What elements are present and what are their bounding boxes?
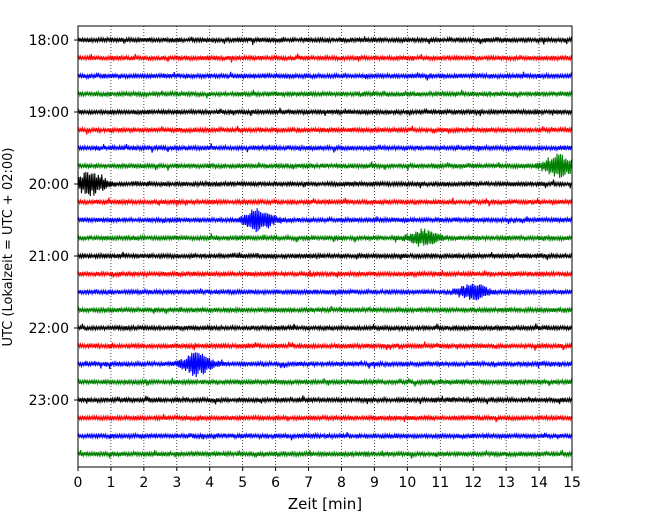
x-tick-label: 10 <box>398 475 416 491</box>
seismogram-trace <box>77 341 573 351</box>
x-tick-label: 0 <box>74 475 83 491</box>
x-tick-label: 14 <box>530 475 548 491</box>
seismogram-trace <box>77 125 573 135</box>
x-tick-label: 6 <box>271 475 280 491</box>
x-tick-label: 15 <box>563 475 581 491</box>
seismogram-trace <box>77 107 573 117</box>
y-tick-label: 23:00 <box>29 393 69 409</box>
seismogram-trace <box>77 395 573 405</box>
y-tick-label: 18:00 <box>29 33 69 49</box>
y-axis-ticks: 18:00 19:00 20:00 21:00 22:00 23:00 <box>29 33 78 409</box>
seismogram-trace <box>77 89 573 99</box>
seismogram-trace <box>77 197 573 207</box>
seismogram-trace <box>77 449 573 459</box>
x-tick-label: 13 <box>497 475 515 491</box>
seismogram-trace <box>77 377 573 387</box>
seismogram-trace <box>77 323 573 333</box>
seismogram-trace <box>77 153 573 178</box>
plot-background <box>78 26 572 467</box>
x-tick-label: 8 <box>337 475 346 491</box>
seismogram-trace <box>77 352 573 378</box>
x-tick-label: 3 <box>172 475 181 491</box>
x-tick-label: 5 <box>238 475 247 491</box>
y-tick-label: 19:00 <box>29 105 69 121</box>
x-tick-label: 12 <box>464 475 482 491</box>
x-tick-label: 9 <box>370 475 379 491</box>
seismogram-trace <box>77 143 573 153</box>
x-axis-ticks: 0 1 2 3 4 5 6 7 8 9 10 11 12 13 14 15 <box>74 467 581 491</box>
y-tick-label: 21:00 <box>29 249 69 265</box>
seismogram-trace <box>77 71 573 81</box>
seismogram-trace <box>77 251 573 261</box>
x-axis-title: Zeit [min] <box>288 495 362 513</box>
plot-frame <box>77 25 573 468</box>
x-tick-label: 7 <box>304 475 313 491</box>
seismogram-trace <box>77 431 573 441</box>
x-tick-label: 4 <box>205 475 214 491</box>
seismogram-trace <box>77 305 573 315</box>
seismogram-trace <box>77 283 573 301</box>
y-tick-label: 20:00 <box>29 177 69 193</box>
seismogram-traces <box>77 35 573 459</box>
seismogram-trace <box>77 208 573 233</box>
seismogram-trace <box>77 269 573 279</box>
seismogram-trace <box>77 228 573 247</box>
y-axis-title: UTC (Lokalzeit = UTC + 02:00) <box>1 148 16 347</box>
x-tick-label: 1 <box>106 475 115 491</box>
seismogram-trace <box>77 413 573 423</box>
x-tick-label: 2 <box>139 475 148 491</box>
seismogram-trace <box>77 171 573 197</box>
y-tick-label: 22:00 <box>29 321 69 337</box>
seismogram-trace <box>77 53 573 63</box>
x-tick-label: 11 <box>431 475 449 491</box>
seismogram-trace <box>77 35 573 45</box>
